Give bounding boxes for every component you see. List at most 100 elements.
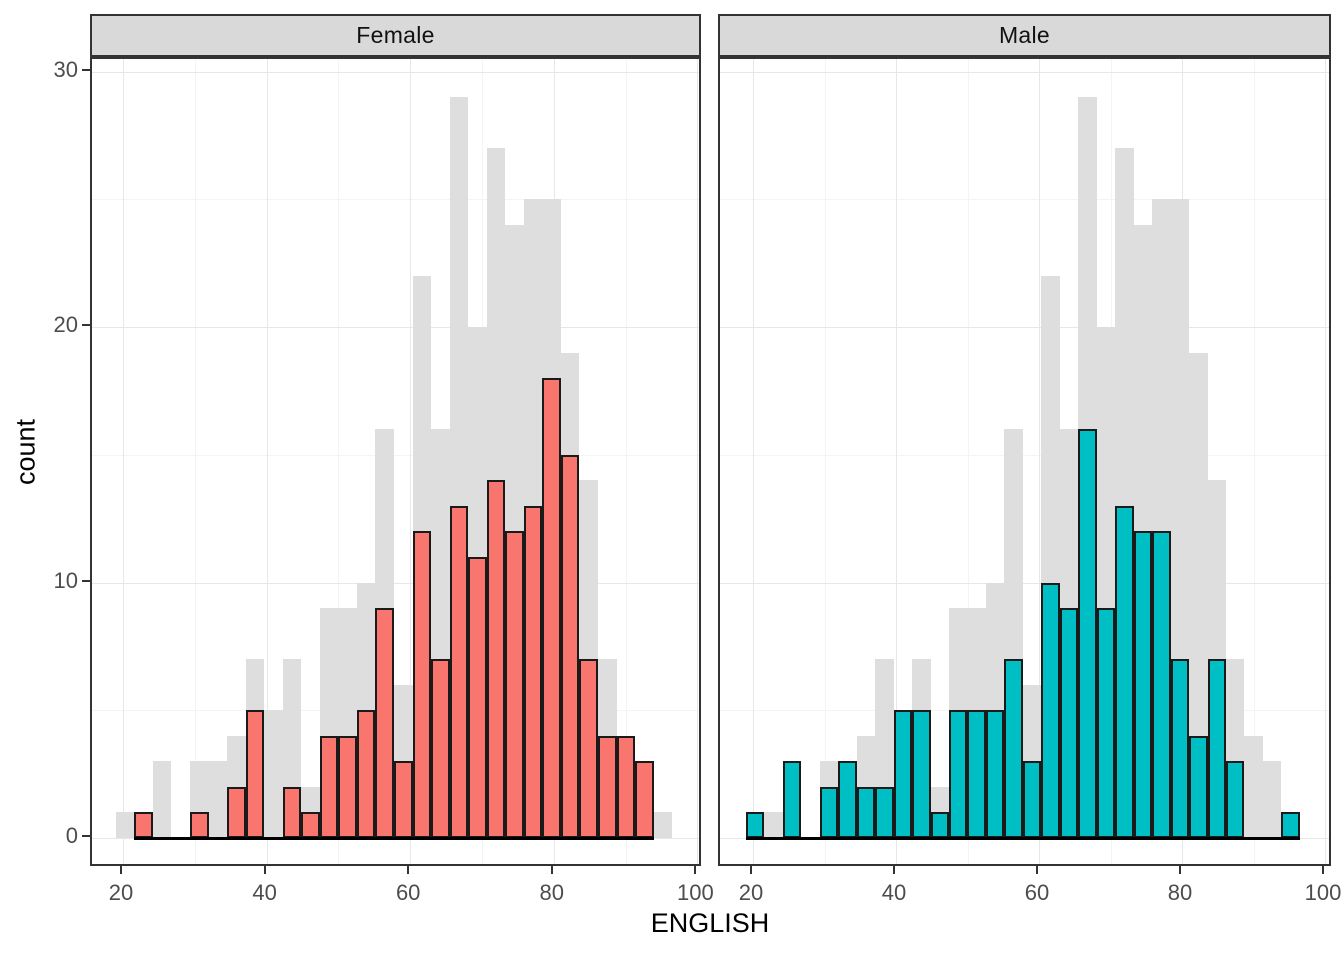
- x-axis-tick-label: 40: [881, 880, 907, 905]
- histogram-bar-male: [1059, 608, 1079, 838]
- histogram-bar-male: [1281, 812, 1300, 838]
- y-axis-tick-label: 10: [53, 567, 78, 593]
- y-axis-tick-label: 30: [53, 56, 78, 82]
- histogram-bar-all: [115, 812, 135, 838]
- y-axis-tick: [82, 579, 90, 582]
- histogram-bar-female: [356, 710, 376, 838]
- gridline-minor-vertical: [194, 59, 196, 864]
- gridline-major-horizontal: [92, 71, 699, 73]
- x-axis-tick: [120, 866, 122, 874]
- gridline-major-vertical: [753, 59, 754, 864]
- x-axis-tick: [263, 866, 266, 874]
- histogram-bar-male: [1170, 659, 1190, 838]
- histogram-bar-female: [301, 812, 320, 838]
- histogram-bar-male: [912, 710, 931, 838]
- x-axis-tick-label: 100: [677, 880, 714, 905]
- histogram-bar-female: [282, 786, 302, 838]
- histogram-bar-male: [782, 761, 802, 838]
- histogram-bar-male: [967, 710, 986, 838]
- y-axis-tick: [82, 324, 90, 326]
- histogram-bar-female: [523, 505, 543, 838]
- histogram-bar-male: [985, 710, 1005, 838]
- gridline-major-vertical: [1039, 59, 1040, 864]
- histogram-baseline: [134, 837, 654, 840]
- histogram-bar-all: [1189, 352, 1208, 838]
- histogram-bar-all: [208, 761, 228, 838]
- gridline-minor-vertical: [824, 59, 826, 864]
- gridline-major-vertical: [697, 59, 699, 864]
- histogram-bar-all: [1262, 761, 1282, 838]
- y-axis-tick: [82, 68, 90, 71]
- x-axis-tick: [1179, 866, 1181, 874]
- y-axis-tick: [82, 835, 90, 837]
- gridline-minor-horizontal: [720, 454, 1329, 456]
- histogram-bar-female: [227, 786, 246, 838]
- histogram-bar-female: [375, 608, 394, 838]
- gridline-minor-vertical: [338, 59, 340, 864]
- x-axis-tick-label: 100: [1304, 880, 1342, 905]
- y-axis-title: count: [10, 418, 41, 486]
- histogram-bar-all: [764, 812, 783, 838]
- x-axis-tick: [694, 866, 697, 874]
- x-axis-tick: [550, 866, 553, 874]
- x-axis-tick: [750, 866, 752, 874]
- x-axis-title: ENGLISH: [650, 908, 770, 938]
- histogram-bar-male: [1022, 761, 1042, 838]
- x-axis-tick: [893, 866, 895, 874]
- gridline-minor-vertical: [625, 59, 627, 864]
- histogram-bar-female: [616, 735, 636, 838]
- histogram-bar-male: [745, 812, 765, 838]
- histogram-bar-male: [819, 786, 839, 838]
- x-axis-tick-label: 20: [738, 880, 764, 905]
- gridline-minor-horizontal: [92, 454, 699, 456]
- gridline-major-horizontal: [720, 582, 1329, 584]
- histogram-bar-male: [1152, 531, 1171, 838]
- histogram-bar-male: [949, 710, 968, 838]
- x-axis-tick-label: 80: [539, 880, 565, 905]
- histogram-bar-female: [468, 556, 487, 838]
- histogram-bar-male: [838, 761, 857, 838]
- histogram-bar-female: [560, 454, 580, 838]
- x-axis-tick: [1322, 866, 1324, 874]
- histogram-bar-male: [1078, 429, 1097, 838]
- gridline-major-horizontal: [92, 327, 699, 328]
- x-axis-tick-label: 60: [1024, 880, 1050, 905]
- histogram-bar-female: [635, 761, 654, 838]
- histogram-bar-female: [338, 735, 357, 838]
- histogram-bar-female: [542, 378, 561, 838]
- histogram-bar-all: [264, 710, 283, 838]
- histogram-bar-all: [1244, 735, 1263, 838]
- histogram-baseline: [745, 837, 1300, 840]
- gridline-major-vertical: [1325, 59, 1326, 864]
- histogram-bar-male: [856, 786, 876, 838]
- x-axis-tick: [407, 866, 410, 874]
- histogram-bar-female: [190, 812, 209, 838]
- histogram-bar-male: [1096, 608, 1116, 838]
- gridline-major-vertical: [266, 59, 268, 864]
- panel-male: [718, 57, 1331, 866]
- histogram-bar-female: [449, 505, 469, 838]
- gridline-major-horizontal: [92, 582, 699, 584]
- histogram-bar-female: [579, 659, 598, 838]
- x-axis-tick-label: 60: [395, 880, 421, 905]
- histogram-bar-male: [1041, 582, 1060, 838]
- histogram-bar-all: [152, 761, 172, 838]
- histogram-bar-male: [1207, 659, 1226, 838]
- x-axis-tick-label: 20: [108, 880, 134, 905]
- histogram-bar-female: [412, 531, 432, 838]
- histogram-bar-male: [1189, 735, 1208, 838]
- histogram-bar-male: [875, 786, 894, 838]
- facet-strip-male: Male: [718, 14, 1331, 57]
- histogram-bar-male: [1115, 505, 1134, 838]
- histogram-bar-male: [1133, 531, 1153, 838]
- histogram-bar-male: [893, 710, 913, 838]
- histogram-bar-all: [653, 812, 673, 838]
- gridline-minor-horizontal: [92, 199, 699, 201]
- y-axis-tick-label: 20: [53, 312, 78, 337]
- histogram-bar-male: [1004, 659, 1023, 838]
- histogram-bar-female: [505, 531, 524, 838]
- gridline-major-horizontal: [720, 327, 1329, 328]
- histogram-bar-female: [134, 812, 153, 838]
- panel-female: [90, 57, 701, 866]
